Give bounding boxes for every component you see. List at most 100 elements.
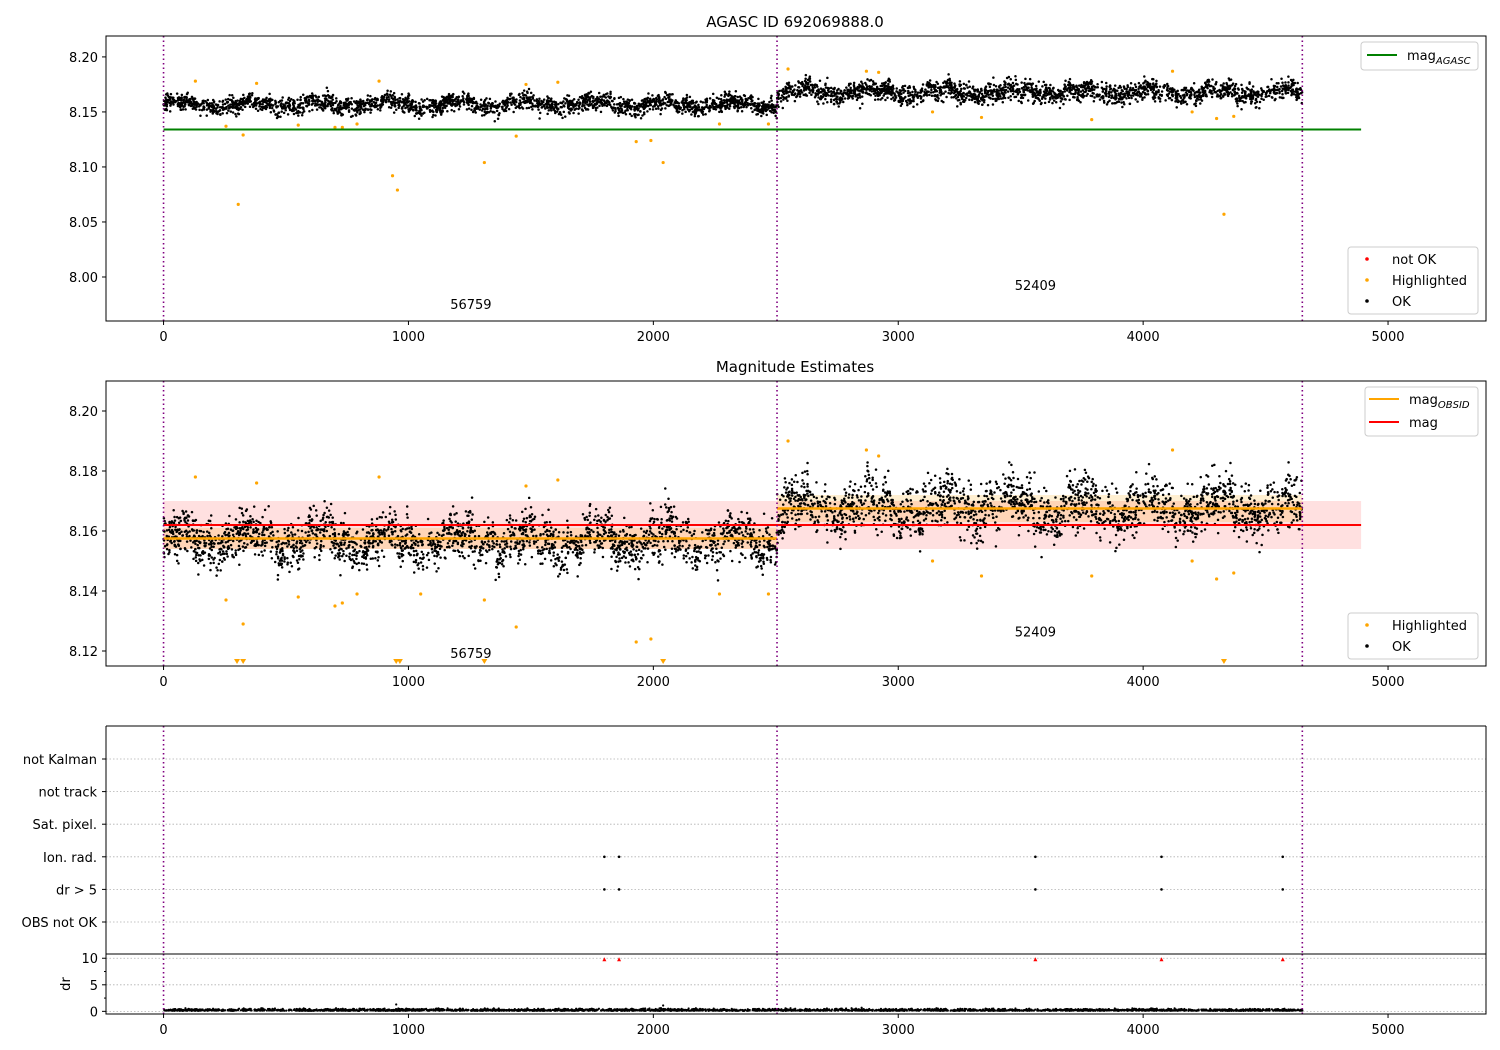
ok-point [1085, 80, 1089, 84]
ok-point [501, 99, 505, 103]
ok-point [657, 100, 660, 103]
ok-point [591, 104, 595, 108]
legend-not-ok-text: not OK [1392, 253, 1437, 268]
ok-point [431, 104, 435, 107]
ok-point [816, 100, 819, 103]
ok-point [682, 528, 685, 532]
ok-point [544, 103, 548, 106]
ok-point [1023, 93, 1026, 97]
highlighted-point [649, 138, 653, 143]
ok-point [496, 550, 500, 553]
ok-point [177, 97, 181, 100]
ok-point [1284, 84, 1288, 87]
ok-point [1258, 100, 1262, 104]
legend-not-ok-swatch [1365, 257, 1369, 261]
ok-point [531, 102, 534, 105]
ok-point [1068, 77, 1072, 81]
ok-point [948, 81, 952, 85]
ok-point [982, 96, 985, 99]
ok-point [713, 107, 717, 111]
y-tick-label: 8.05 [69, 216, 98, 231]
ok-point [916, 91, 920, 94]
ok-point [362, 102, 365, 105]
ok-point [1245, 86, 1248, 89]
ok-point [913, 93, 917, 96]
ok-point [281, 96, 284, 99]
ok-point [168, 98, 172, 101]
ok-point [1250, 94, 1254, 97]
highlighted-point [241, 133, 245, 137]
ok-point [1098, 98, 1102, 101]
ok-point [1045, 87, 1048, 91]
ok-point [319, 103, 322, 106]
ok-point [489, 105, 493, 108]
ok-point [484, 561, 488, 565]
ok-point [677, 110, 681, 114]
ok-point [1114, 92, 1118, 95]
ok-point [1190, 93, 1193, 96]
ok-point [727, 94, 730, 98]
ok-point [1130, 96, 1133, 100]
ok-point [370, 108, 373, 112]
ok-point [723, 93, 727, 96]
ok-point [181, 108, 185, 111]
ok-point [494, 100, 497, 103]
ok-point [727, 99, 731, 102]
ok-point [926, 80, 929, 84]
highlighted-point [296, 123, 300, 127]
ok-point [728, 103, 731, 106]
ok-point [341, 106, 345, 109]
ok-point [1043, 101, 1047, 105]
ok-point [234, 102, 238, 105]
ok-point [619, 107, 622, 110]
ok-point [337, 106, 341, 110]
ok-point [968, 91, 972, 94]
ok-point [720, 94, 723, 97]
ok-point [457, 100, 460, 104]
ok-point [753, 108, 757, 111]
ok-point [729, 549, 732, 553]
ok-point [422, 104, 425, 108]
highlighted-point [717, 122, 722, 126]
ok-point [385, 96, 389, 99]
ok-point [712, 99, 716, 102]
ok-point [1225, 88, 1229, 91]
ok-point [1026, 86, 1030, 89]
ok-point [825, 92, 829, 96]
ok-point [457, 107, 461, 111]
ok-point [999, 84, 1002, 87]
ok-point [859, 84, 863, 88]
ok-point [580, 108, 584, 111]
ok-point [722, 99, 726, 102]
ok-point [944, 90, 947, 93]
ok-point [811, 90, 815, 94]
ok-point [823, 93, 827, 96]
ok-point [682, 104, 685, 107]
ok-point [1063, 87, 1067, 91]
ok-point [760, 111, 763, 114]
ok-point [397, 106, 400, 110]
ok-point [527, 87, 531, 91]
ok-point [282, 111, 286, 115]
ok-point [663, 95, 666, 99]
ok-point [491, 101, 494, 105]
ok-point [442, 104, 446, 108]
ok-point [414, 100, 417, 104]
ok-point [431, 115, 434, 119]
ok-point [401, 107, 404, 110]
ok-point [769, 106, 773, 110]
ok-point [183, 95, 187, 99]
ok-point [1034, 84, 1038, 88]
ok-point [297, 114, 300, 117]
ok-point [534, 104, 537, 107]
ok-point [874, 94, 877, 98]
ok-point [542, 98, 546, 101]
ok-point [643, 112, 646, 116]
ok-point [599, 95, 602, 99]
ok-point [324, 105, 328, 108]
ok-point [527, 496, 531, 500]
ok-point [530, 105, 533, 109]
ok-point [554, 557, 557, 561]
ok-point [1133, 88, 1136, 92]
ok-point [221, 103, 225, 106]
